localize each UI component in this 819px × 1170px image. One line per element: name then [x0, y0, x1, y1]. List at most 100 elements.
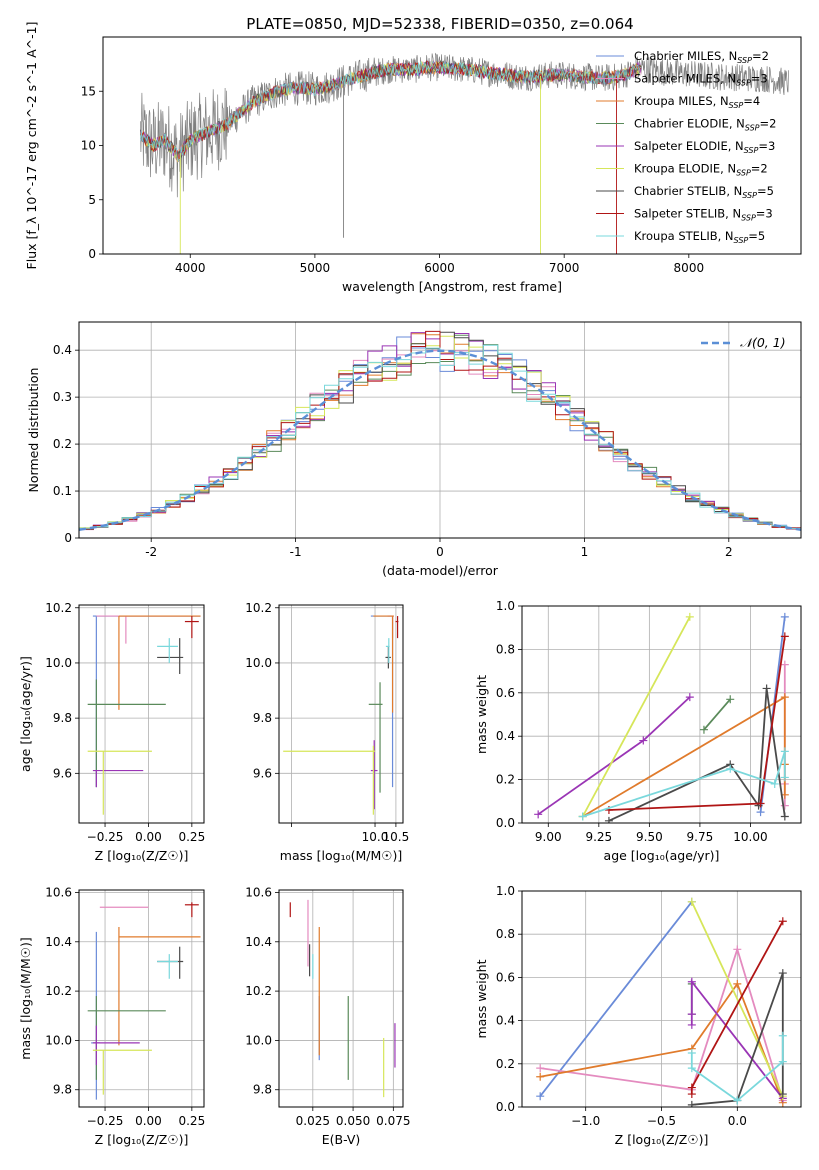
- axes-frame: [521, 890, 802, 1108]
- weight-marker: [536, 1072, 545, 1081]
- weight-marker: [733, 979, 742, 988]
- x-tick-label: 0.25: [178, 830, 205, 844]
- x-tick-label: 0.075: [376, 1114, 410, 1128]
- legend-label-kroupa-miles: Kroupa MILES, NSSP=4: [634, 94, 760, 110]
- x-axis-label: age [log₁₀(age/yr)]: [604, 848, 720, 863]
- y-tick-label: 10.2: [245, 984, 272, 998]
- histogram-kroupa-stelib: [79, 344, 801, 529]
- y-tick-label: 0.2: [53, 437, 72, 451]
- x-axis-label: Z [log₁₀(Z/Z☉)]: [95, 1132, 189, 1147]
- y-tick-label: 10.0: [245, 656, 272, 670]
- y-tick-label: 9.8: [53, 711, 72, 725]
- mass-vs-metallicity-panel: −0.25 0.00 0.25 9.8 10.0 10.2 10.4 10.6 Z [log₁₀…: [18, 885, 205, 1147]
- axes-frame: [521, 605, 802, 824]
- y-axis-label: Normed distribution: [26, 368, 41, 493]
- y-axis-label: mass weight: [474, 675, 489, 754]
- model-line-chabrier-stelib: [140, 59, 642, 159]
- weight-marker: [756, 799, 765, 808]
- y-tick-label: 10.2: [45, 984, 72, 998]
- x-tick-label: 9.50: [636, 830, 663, 844]
- weight-line-salpeter-elodie: [690, 979, 784, 1099]
- y-tick-label: 0.0: [496, 1100, 515, 1114]
- y-tick-label: 0.2: [496, 1057, 515, 1071]
- weight-marker: [780, 612, 789, 621]
- weight-marker: [578, 812, 587, 821]
- y-tick-label: 9.8: [253, 711, 272, 725]
- x-tick-label: 9.25: [585, 830, 612, 844]
- weight-marker: [778, 1057, 787, 1066]
- y-tick-label: 10.2: [245, 601, 272, 615]
- point-salpeter-stelib: [395, 616, 399, 639]
- weight-marker: [604, 816, 613, 823]
- spectrum-panel: 4000 5000 6000 7000 8000 0 5 10 15 wavelength [An…: [24, 22, 802, 294]
- age-vs-metallicity-panel: −0.25 0.00 0.25 9.6 9.8 10.0 10.2 Z [log₁₀(Z/Z☉…: [18, 601, 205, 863]
- x-tick-label: 7000: [549, 261, 580, 275]
- y-tick-label: 10.4: [45, 935, 72, 949]
- y-tick-label: 10.4: [245, 935, 272, 949]
- point-kroupa-stelib: [157, 954, 178, 979]
- x-tick-label: 0.00: [135, 1114, 162, 1128]
- model-line-salpeter-stelib: [140, 60, 642, 162]
- point-chabrier-stelib: [385, 646, 391, 669]
- weight-marker: [639, 736, 648, 745]
- x-axis-label: Z [log₁₀(Z/Z☉)]: [95, 848, 189, 863]
- point-kroupa-miles: [118, 615, 201, 710]
- weight-line-chabrier-miles: [539, 901, 693, 1097]
- model-line-kroupa-stelib: [140, 60, 642, 163]
- weight-marker: [780, 747, 789, 756]
- plot-area: [87, 902, 201, 1100]
- y-tick-label: 1.0: [496, 884, 515, 898]
- y-tick-label: 9.6: [53, 766, 72, 780]
- x-tick-label: 0.025: [296, 1114, 330, 1128]
- weight-marker: [778, 969, 787, 978]
- weight-marker: [687, 1020, 696, 1029]
- weight-marker: [780, 773, 789, 782]
- point-kroupa-elodie: [283, 745, 376, 815]
- point-kroupa-miles: [118, 926, 201, 1046]
- point-chabrier-elodie: [87, 996, 166, 1080]
- point-chabrier-elodie: [87, 679, 166, 788]
- x-tick-label: 5000: [300, 261, 331, 275]
- weight-marker: [536, 1064, 545, 1073]
- x-tick-label: 4000: [175, 261, 206, 275]
- weight-line-chabrier-stelib: [608, 688, 786, 822]
- weight-line-salpeter-miles: [540, 946, 784, 1101]
- x-axis-label: (data-model)/error: [382, 563, 499, 578]
- y-tick-label: 0.8: [496, 642, 515, 656]
- x-tick-label: -2: [145, 545, 157, 559]
- x-tick-label: 10.00: [733, 830, 767, 844]
- y-tick-label: 0.4: [496, 1014, 515, 1028]
- legend-label-salpeter-stelib: Salpeter STELIB, NSSP=3: [634, 207, 773, 223]
- plot-area: [289, 899, 396, 1098]
- weight-marker: [762, 684, 771, 693]
- weight-marker: [536, 1092, 545, 1101]
- spectrum-legend: Chabrier MILES, NSSP=2 Salpeter MILES, NS…: [596, 49, 776, 245]
- y-tick-label: 10.2: [45, 601, 72, 615]
- x-axis-label: wavelength [Angstrom, rest frame]: [342, 279, 562, 294]
- weight-marker: [756, 808, 765, 817]
- point-salpeter-stelib: [184, 616, 199, 639]
- x-tick-label: 10.0: [362, 830, 389, 844]
- y-tick-label: 10.0: [45, 1033, 72, 1047]
- weight-marker: [687, 1064, 696, 1073]
- y-tick-label: 0: [88, 247, 96, 261]
- weight-marker: [780, 801, 789, 810]
- point-salpeter-elodie: [92, 769, 144, 788]
- axes-frame: [278, 889, 404, 1108]
- x-tick-label: 10.5: [383, 830, 410, 844]
- weight-marker: [685, 693, 694, 702]
- legend-label-kroupa-elodie: Kroupa ELODIE, NSSP=2: [634, 162, 768, 178]
- legend-label-salpeter-miles: Salpeter MILES, NSSP=3: [634, 72, 768, 88]
- weight-marker: [733, 1096, 742, 1105]
- weight-marker: [687, 1049, 696, 1057]
- point-kroupa-elodie: [92, 1049, 152, 1095]
- y-tick-label: 0.1: [53, 484, 72, 498]
- x-tick-label: -1: [290, 545, 302, 559]
- weight-line-kroupa-miles: [540, 981, 784, 1104]
- y-tick-label: 0.2: [496, 773, 515, 787]
- x-tick-label: 0.00: [135, 830, 162, 844]
- weight-marker: [699, 725, 708, 734]
- y-tick-label: 1.0: [496, 599, 515, 613]
- weight-vs-metallicity-panel: −1.0 −0.5 0.0 0.0 0.2 0.4 0.6 0.8 1.0 Z [log₁₀(Z/…: [474, 884, 802, 1147]
